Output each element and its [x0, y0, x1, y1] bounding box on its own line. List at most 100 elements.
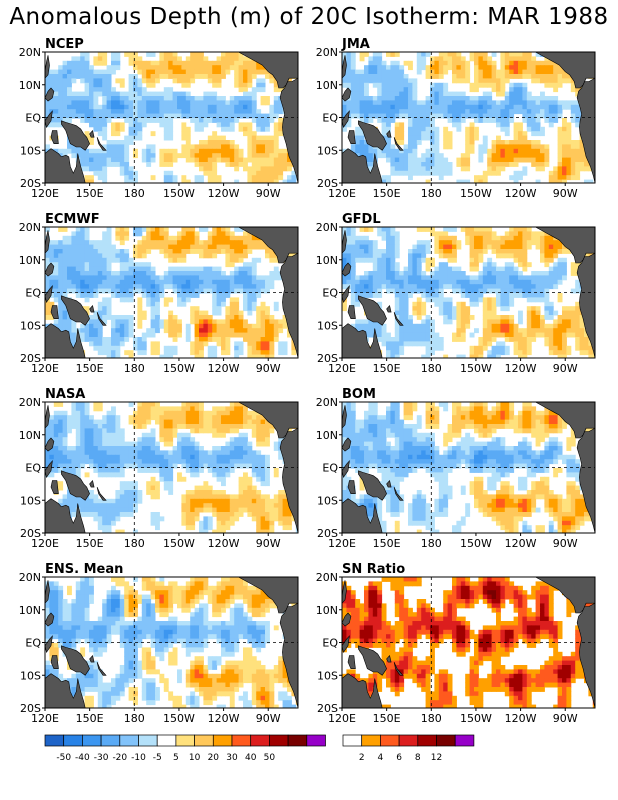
- y-tick-label: 20S: [20, 527, 41, 540]
- x-tick-label: 150W: [163, 187, 195, 200]
- x-tick-label: 150W: [163, 712, 195, 725]
- y-tick-label: 10N: [19, 254, 41, 267]
- panel-bom: 120E 150E 180 150W 120W 90W 20N 10N EQ 10S 20S BOM: [316, 387, 596, 550]
- x-tick-label: 120W: [505, 187, 537, 200]
- y-tick-label: 20S: [317, 702, 338, 715]
- x-tick-label: 90W: [553, 537, 578, 550]
- x-tick-label: 180: [421, 537, 442, 550]
- colorbar-swatch: [156, 734, 177, 747]
- colorbar-swatch: [380, 734, 400, 747]
- y-tick-label: 10S: [317, 144, 338, 157]
- y-tick-label: 10S: [20, 494, 41, 507]
- y-tick-label: 10N: [316, 79, 338, 92]
- panel-ncep: 120E 150E 180 150W 120W 90W 20N 10N EQ 10S 20S NCEP: [19, 37, 299, 200]
- x-tick-label: 150W: [460, 537, 492, 550]
- x-tick-label: 120E: [328, 537, 356, 550]
- colorbar-swatch: [175, 734, 195, 747]
- land-mask: [342, 52, 595, 183]
- colorbar-swatch: [269, 734, 289, 747]
- x-tick-label: 150W: [460, 712, 492, 725]
- x-tick-label: 120W: [505, 712, 537, 725]
- y-tick-label: 20N: [316, 571, 338, 584]
- anomaly-field: [45, 227, 298, 358]
- x-tick-label: 150W: [163, 362, 195, 375]
- colorbar-swatch: [454, 734, 475, 747]
- land-mask: [45, 402, 298, 533]
- panel-label: BOM: [342, 387, 376, 402]
- colorbar-label: 4: [378, 753, 384, 763]
- x-tick-label: 120E: [31, 187, 59, 200]
- x-tick-label: 120E: [31, 712, 59, 725]
- colorbar-swatch: [82, 734, 102, 747]
- y-tick-label: 10N: [316, 429, 338, 442]
- colorbar-swatch: [138, 734, 158, 747]
- colorbar-label: -20: [112, 753, 127, 763]
- colorbar-swatch: [361, 734, 381, 747]
- panel-jma: 120E 150E 180 150W 120W 90W 20N 10N EQ 10S 20S JMA: [316, 37, 596, 200]
- y-tick-label: 10N: [316, 604, 338, 617]
- y-tick-label: 20N: [19, 46, 41, 59]
- x-tick-label: 150E: [373, 362, 401, 375]
- colorbar-label: -5: [153, 753, 162, 763]
- x-tick-label: 90W: [553, 362, 578, 375]
- colorbar-swatch: [44, 734, 65, 747]
- y-tick-label: 20S: [20, 177, 41, 190]
- colorbar-label: -40: [75, 753, 90, 763]
- y-tick-label: 20S: [20, 352, 41, 365]
- colorbar-label: 5: [173, 753, 179, 763]
- colorbar-swatch: [231, 734, 252, 747]
- y-tick-label: EQ: [322, 287, 338, 300]
- x-tick-label: 120E: [328, 187, 356, 200]
- colorbar-label: 10: [189, 753, 201, 763]
- x-tick-label: 120W: [505, 362, 537, 375]
- y-tick-label: 10S: [317, 319, 338, 332]
- y-tick-label: 10S: [20, 669, 41, 682]
- colorbar-swatch: [63, 734, 83, 747]
- anomaly-field: [342, 402, 595, 533]
- y-tick-label: 10S: [317, 494, 338, 507]
- x-tick-label: 120W: [208, 187, 240, 200]
- y-tick-label: 20N: [19, 571, 41, 584]
- y-tick-label: EQ: [322, 462, 338, 475]
- colorbar-swatch: [100, 734, 121, 747]
- colorbar-swatch: [119, 734, 139, 747]
- y-tick-label: EQ: [322, 112, 338, 125]
- colorbar-depth: -50 -40 -30 -20 -10 -5 5 10 20 30 40 50: [44, 734, 326, 763]
- colorbar-label: 50: [264, 753, 276, 763]
- y-tick-label: 20N: [316, 46, 338, 59]
- colorbar-swatch: [287, 734, 308, 747]
- x-tick-label: 90W: [256, 187, 281, 200]
- colorbar-swatch: [194, 734, 214, 747]
- land-mask: [45, 52, 298, 183]
- y-tick-label: EQ: [25, 637, 41, 650]
- colorbar-label: 6: [396, 753, 402, 763]
- x-tick-label: 150W: [460, 187, 492, 200]
- x-tick-label: 120E: [328, 712, 356, 725]
- y-tick-label: 20N: [19, 221, 41, 234]
- y-tick-label: 10N: [316, 254, 338, 267]
- land-mask: [45, 227, 298, 358]
- colorbar-label: 8: [415, 753, 421, 763]
- y-tick-label: 10S: [20, 319, 41, 332]
- x-tick-label: 180: [124, 187, 145, 200]
- y-tick-label: 10N: [19, 604, 41, 617]
- y-tick-label: 20S: [317, 527, 338, 540]
- land-mask: [45, 577, 298, 708]
- land-mask: [342, 227, 595, 358]
- panel-label: NCEP: [45, 37, 84, 52]
- colorbar-label: 12: [431, 753, 442, 763]
- panel-label: GFDL: [342, 212, 381, 227]
- x-tick-label: 180: [421, 362, 442, 375]
- x-tick-label: 180: [124, 362, 145, 375]
- x-tick-label: 150E: [76, 362, 104, 375]
- x-tick-label: 180: [124, 537, 145, 550]
- y-tick-label: 10S: [20, 144, 41, 157]
- panel-label: JMA: [341, 37, 370, 52]
- x-tick-label: 150E: [373, 187, 401, 200]
- panel-ecmwf: 120E 150E 180 150W 120W 90W 20N 10N EQ 10S 20S ECMW…: [19, 212, 299, 375]
- y-tick-label: 20N: [316, 396, 338, 409]
- panel-nasa: 120E 150E 180 150W 120W 90W 20N 10N EQ 10S 20S NASA: [19, 387, 299, 550]
- y-tick-label: EQ: [25, 112, 41, 125]
- panel-gfdl: 120E 150E 180 150W 120W 90W 20N 10N EQ 10S 20S GFDL: [316, 212, 596, 375]
